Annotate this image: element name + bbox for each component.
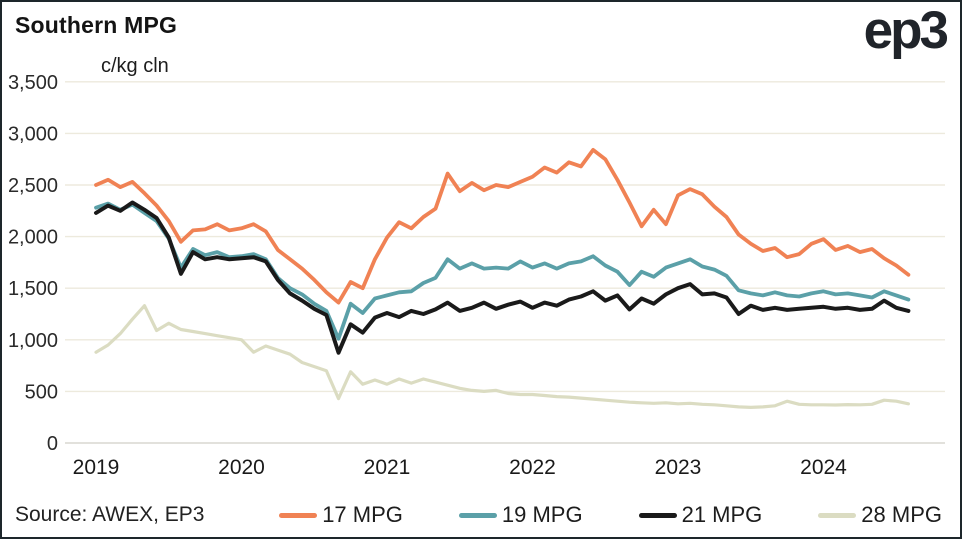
series-line-21-mpg	[94, 200, 911, 355]
series-line-17-mpg	[94, 147, 911, 305]
y-tick-label-500: 500	[25, 381, 58, 403]
legend-label-28-mpg: 28 MPG	[861, 502, 942, 527]
y-tick-label-1500: 1,500	[8, 278, 58, 300]
series-line-19-mpg	[94, 201, 911, 341]
legend-item-28-mpg: 28 MPG	[818, 502, 942, 528]
legend-swatch-21-mpg	[638, 512, 677, 518]
y-tick-label-3000: 3,000	[8, 123, 58, 145]
y-tick-label-1000: 1,000	[8, 330, 58, 352]
legend-item-19-mpg: 19 MPG	[458, 502, 583, 528]
legend-item-17-mpg: 17 MPG	[279, 502, 403, 528]
x-tick-label-2019: 2019	[73, 456, 120, 479]
source-note: Source: AWEX, EP3	[15, 503, 205, 526]
legend-label-19-mpg: 19 MPG	[501, 502, 583, 527]
chart-footer: Source: AWEX, EP3 17 MPG 19 MPG 21 MPG 28 M…	[15, 501, 942, 529]
legend-label-21-mpg: 21 MPG	[681, 502, 763, 527]
y-tick-label-3500: 3,500	[8, 72, 58, 94]
legend: 17 MPG 19 MPG 21 MPG 28 MPG	[279, 502, 942, 528]
legend-item-21-mpg: 21 MPG	[638, 502, 763, 528]
legend-swatch-19-mpg	[458, 512, 497, 518]
legend-swatch-17-mpg	[279, 512, 318, 518]
ep3-logo: ep3	[863, 1, 949, 60]
chart-title: Southern MPG	[15, 12, 178, 38]
x-tick-label-2024: 2024	[800, 456, 847, 479]
axis-unit-label: c/kg cln	[101, 55, 169, 77]
x-tick-label-2022: 2022	[509, 456, 556, 479]
legend-label-17-mpg: 17 MPG	[322, 502, 403, 527]
x-tick-label-2020: 2020	[218, 456, 265, 479]
y-tick-label-0: 0	[47, 433, 58, 455]
x-tick-label-2023: 2023	[655, 456, 702, 479]
y-tick-label-2500: 2,500	[8, 175, 58, 197]
x-tick-label-2021: 2021	[364, 456, 411, 479]
legend-swatch-28-mpg	[818, 512, 857, 518]
y-tick-label-2000: 2,000	[8, 227, 58, 249]
series-line-28-mpg	[94, 304, 911, 409]
